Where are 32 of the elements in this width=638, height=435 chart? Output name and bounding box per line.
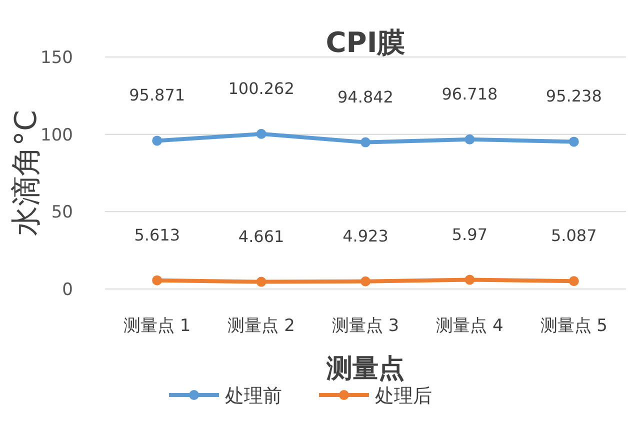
point [152,275,162,286]
y-tick-label: 0 [62,280,73,300]
data-label: 94.842 [338,87,394,106]
data-label: 5.087 [550,226,597,246]
point [360,276,370,286]
data-label: 5.97 [452,224,488,244]
data-label: 4.923 [342,226,388,246]
y-tick-label: 50 [51,202,73,223]
data-label: 95.238 [546,86,602,106]
data-label: 4.661 [238,226,284,246]
point [568,276,579,286]
point [256,276,266,287]
legend-label: 处理前 [225,385,282,407]
legend-label: 处理后 [375,385,432,407]
x-tick-label: 测量点 3 [332,316,400,336]
point [256,128,266,139]
x-tick-label: 测量点 5 [540,316,608,336]
x-tick-label: 测量点 1 [123,316,191,336]
data-label: 5.613 [134,225,180,244]
y-tick-label: 150 [40,48,73,68]
point [568,136,579,147]
x-tick-label: 测量点 4 [436,316,504,336]
point [360,137,370,148]
data-label: 100.262 [228,78,294,98]
chart-title: CPI膜 [326,26,406,59]
point [464,274,475,285]
x-tick-label: 测量点 2 [228,316,295,336]
data-label: 96.718 [442,84,498,104]
point [464,134,475,144]
data-label: 95.871 [129,86,186,105]
x-axis-title: 测量点 [326,354,404,384]
point [152,136,162,146]
